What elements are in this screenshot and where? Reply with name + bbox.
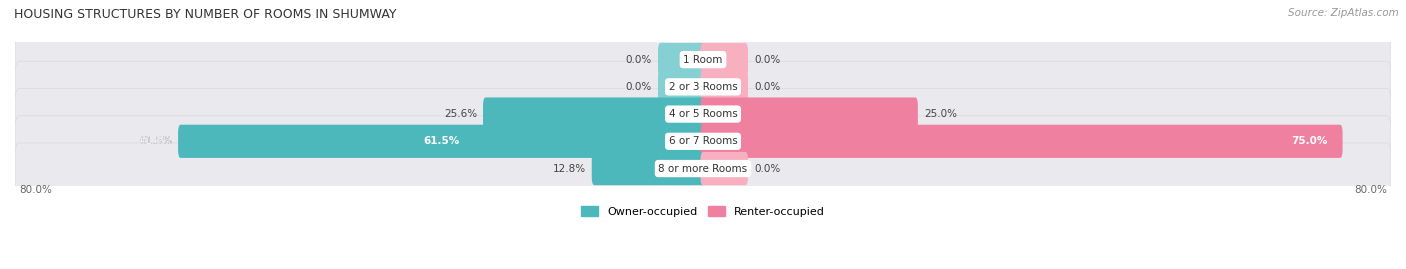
Text: 80.0%: 80.0% [1354, 185, 1386, 195]
Text: Source: ZipAtlas.com: Source: ZipAtlas.com [1288, 8, 1399, 18]
Text: 6 or 7 Rooms: 6 or 7 Rooms [669, 136, 737, 146]
Text: 0.0%: 0.0% [626, 82, 652, 92]
Text: 25.0%: 25.0% [924, 109, 957, 119]
Text: HOUSING STRUCTURES BY NUMBER OF ROOMS IN SHUMWAY: HOUSING STRUCTURES BY NUMBER OF ROOMS IN… [14, 8, 396, 21]
FancyBboxPatch shape [15, 34, 1391, 85]
FancyBboxPatch shape [15, 143, 1391, 194]
FancyBboxPatch shape [658, 43, 706, 76]
FancyBboxPatch shape [484, 97, 706, 131]
Text: 0.0%: 0.0% [626, 55, 652, 65]
FancyBboxPatch shape [179, 125, 706, 158]
FancyBboxPatch shape [700, 97, 918, 131]
Text: 0.0%: 0.0% [754, 55, 780, 65]
Text: 0.0%: 0.0% [754, 164, 780, 174]
FancyBboxPatch shape [15, 89, 1391, 140]
FancyBboxPatch shape [658, 70, 706, 104]
Text: 80.0%: 80.0% [20, 185, 52, 195]
Legend: Owner-occupied, Renter-occupied: Owner-occupied, Renter-occupied [581, 206, 825, 217]
Text: 8 or more Rooms: 8 or more Rooms [658, 164, 748, 174]
FancyBboxPatch shape [700, 152, 748, 185]
Text: 61.5%: 61.5% [139, 136, 172, 146]
Text: 4 or 5 Rooms: 4 or 5 Rooms [669, 109, 737, 119]
FancyBboxPatch shape [700, 70, 748, 104]
FancyBboxPatch shape [700, 125, 1343, 158]
Text: 12.8%: 12.8% [553, 164, 586, 174]
FancyBboxPatch shape [15, 116, 1391, 167]
Text: 0.0%: 0.0% [754, 82, 780, 92]
Text: 1 Room: 1 Room [683, 55, 723, 65]
FancyBboxPatch shape [15, 61, 1391, 112]
FancyBboxPatch shape [592, 152, 706, 185]
Text: 25.6%: 25.6% [444, 109, 477, 119]
Text: 61.5%: 61.5% [423, 136, 460, 146]
Text: 61.5%: 61.5% [139, 136, 172, 146]
FancyBboxPatch shape [700, 43, 748, 76]
Text: 75.0%: 75.0% [1291, 136, 1327, 146]
Text: 2 or 3 Rooms: 2 or 3 Rooms [669, 82, 737, 92]
